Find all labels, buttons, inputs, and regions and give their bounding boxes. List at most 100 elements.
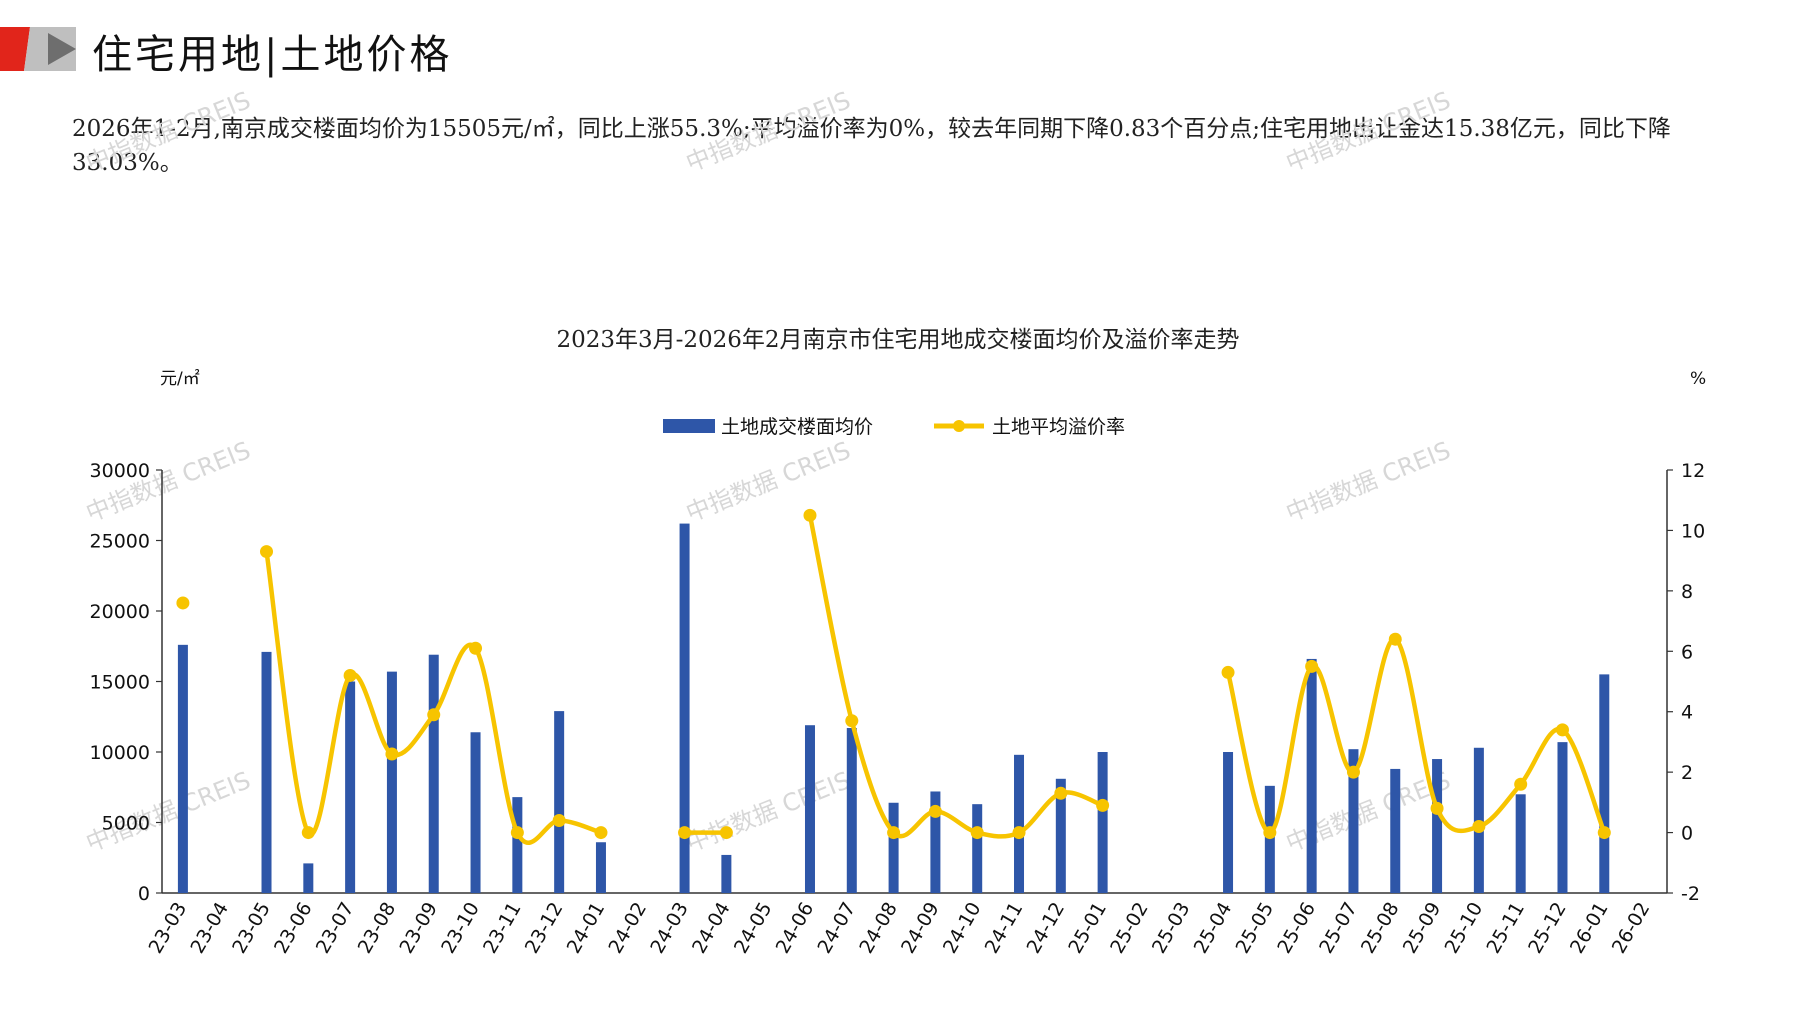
price-bar	[345, 681, 356, 893]
price-bar	[804, 725, 815, 893]
x-tick-label: 24-02	[604, 899, 651, 958]
legend-line-label: 土地平均溢价率	[992, 416, 1125, 438]
premium-point	[1012, 826, 1026, 840]
premium-line-segment	[1225, 636, 1607, 835]
price-bar	[846, 728, 857, 893]
price-bar	[1097, 752, 1108, 893]
price-bars	[177, 523, 1610, 893]
x-tick-label: 23-03	[145, 899, 192, 958]
x-tick-label: 24-11	[981, 899, 1028, 958]
x-tick-label: 23-08	[354, 899, 401, 958]
premium-point	[1263, 826, 1277, 840]
premium-point	[845, 714, 859, 728]
x-tick-label: 24-09	[897, 899, 944, 958]
x-tick-label: 24-08	[855, 899, 902, 958]
premium-point	[928, 804, 942, 818]
x-tick-label: 24-10	[939, 898, 986, 957]
price-bar	[512, 797, 523, 893]
premium-line	[176, 508, 1611, 845]
premium-point	[1597, 826, 1611, 840]
price-bar	[930, 791, 941, 893]
premium-point	[260, 545, 274, 559]
right-tick-label: 10	[1681, 520, 1705, 542]
left-tick-label: 30000	[90, 460, 150, 482]
x-tick-label: 23-06	[270, 899, 317, 958]
premium-point	[970, 826, 984, 840]
price-bar	[261, 651, 272, 893]
x-tick-label: 24-04	[688, 899, 735, 958]
left-tick-label: 10000	[90, 742, 150, 764]
right-tick-label: -2	[1681, 883, 1700, 905]
price-bar	[1014, 754, 1025, 893]
price-bar	[1264, 785, 1275, 893]
premium-point	[594, 826, 608, 840]
premium-point	[552, 813, 566, 827]
premium-point	[719, 826, 733, 840]
premium-point	[1388, 632, 1402, 646]
premium-point	[1305, 659, 1319, 673]
price-bar	[177, 644, 188, 893]
x-tick-label: 24-06	[772, 899, 819, 958]
chart-axes: 0 5000 10000 15000 20000 25000 30000 -2 0 2 4 6 8 10 1…	[90, 460, 1706, 905]
x-tick-label: 25-04	[1190, 899, 1237, 958]
x-axis-labels: 23-0323-0423-0523-0623-0723-0823-0923-10…	[145, 898, 1655, 957]
price-bar	[1599, 674, 1610, 893]
price-premium-chart: 2023年3月-2026年2月南京市住宅用地成交楼面均价及溢价率走势 元/㎡ %…	[90, 327, 1707, 957]
right-tick-label: 2	[1681, 762, 1693, 784]
price-bar	[1557, 742, 1568, 893]
price-bar	[386, 671, 397, 893]
chart-title: 2023年3月-2026年2月南京市住宅用地成交楼面均价及溢价率走势	[556, 327, 1239, 353]
price-bar	[470, 732, 481, 893]
premium-point	[427, 708, 441, 722]
logo-red-shape	[0, 27, 30, 71]
premium-point	[1555, 723, 1569, 737]
x-tick-label: 23-10	[437, 899, 484, 958]
x-tick-label: 25-03	[1148, 899, 1195, 958]
x-tick-label: 25-08	[1357, 899, 1404, 958]
price-bar	[1515, 794, 1526, 893]
price-bar	[595, 842, 606, 893]
left-axis-unit: 元/㎡	[160, 369, 200, 389]
premium-point	[678, 826, 692, 840]
left-tick-label: 5000	[102, 813, 150, 835]
premium-point	[301, 826, 315, 840]
premium-point	[510, 826, 524, 840]
price-bar	[1055, 778, 1066, 893]
legend-bar-label: 土地成交楼面均价	[721, 416, 873, 438]
premium-point	[1221, 665, 1235, 679]
price-bar	[721, 854, 732, 893]
x-tick-label: 24-01	[563, 899, 610, 958]
x-tick-label: 25-12	[1524, 899, 1571, 958]
x-tick-label: 24-05	[730, 899, 777, 958]
right-tick-label: 6	[1681, 641, 1693, 663]
price-bar	[1306, 658, 1317, 893]
premium-point	[1096, 798, 1110, 812]
x-tick-label: 23-05	[228, 899, 275, 958]
premium-point	[1346, 765, 1360, 779]
x-tick-label: 25-11	[1482, 899, 1529, 958]
summary-text: 2026年1-2月,南京成交楼面均价为15505元/㎡，同比上涨55.3%;平均…	[72, 116, 1671, 176]
x-tick-label: 25-07	[1315, 899, 1362, 958]
premium-point	[469, 641, 483, 655]
x-tick-label: 25-09	[1399, 899, 1446, 958]
right-tick-label: 4	[1681, 702, 1693, 724]
x-tick-label: 23-09	[395, 899, 442, 958]
x-tick-label: 26-01	[1566, 899, 1613, 958]
x-tick-label: 24-12	[1022, 899, 1069, 958]
price-bar	[554, 711, 565, 893]
x-tick-label: 23-07	[312, 899, 359, 958]
price-bar	[888, 802, 899, 893]
logo-dark-shape	[48, 33, 76, 65]
premium-point	[343, 668, 357, 682]
premium-point	[887, 826, 901, 840]
x-tick-label: 26-02	[1608, 899, 1655, 958]
company-logo	[0, 27, 76, 71]
legend: 土地成交楼面均价 土地平均溢价率	[663, 416, 1125, 438]
price-bar	[1432, 759, 1443, 893]
price-bar	[1348, 749, 1359, 893]
price-bar	[303, 863, 314, 893]
x-tick-label: 23-04	[186, 899, 233, 958]
premium-point	[176, 596, 190, 610]
legend-bar-swatch	[663, 419, 715, 433]
price-bar	[679, 523, 690, 893]
